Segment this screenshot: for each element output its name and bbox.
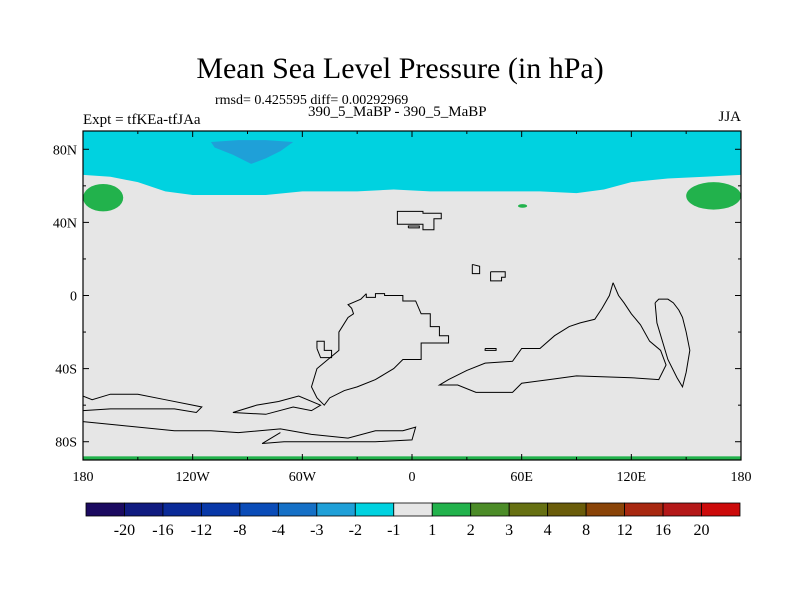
colorbar-swatch [701,502,741,517]
coastline-3 [490,271,506,282]
stats-label: rmsd= 0.425595 diff= 0.00292969 [215,93,409,108]
colorbar-label: -12 [191,522,212,539]
north-polar-deep [210,140,294,164]
colorbar-label: 2 [467,522,475,539]
y-tick-label: 40S [55,363,77,378]
colorbar-swatch [277,502,318,517]
colorbar-swatch [508,502,549,517]
coastline-1 [407,225,420,229]
colorbar-label: 16 [655,522,671,539]
comparison-label: 390_5_MaBP - 390_5_MaBP [308,104,487,120]
colorbar-swatch [316,502,356,517]
colorbar-swatch [662,502,702,517]
colorbar-label: -2 [349,522,362,539]
colorbar-label: -16 [152,522,173,539]
northwest-positive [83,184,124,212]
colorbar-label: 4 [544,522,552,539]
colorbar-swatch [431,502,472,517]
colorbar-swatch [354,502,395,517]
small-positive [518,204,528,208]
season-label: JJA [718,109,741,125]
coastline-10 [83,421,417,445]
y-tick-label: 0 [70,290,77,305]
coastline-11 [232,395,322,415]
x-tick-label: 120E [617,470,647,485]
chart-title: Mean Sea Level Pressure (in hPa) [196,52,604,85]
x-tick-label: 180 [73,470,94,485]
coastline-2 [471,263,481,275]
colorbar-label: 12 [617,522,633,539]
x-tick-label: 0 [409,470,416,485]
y-tick-label: 80S [55,436,77,451]
colorbar-label: 8 [582,522,590,539]
x-tick-label: 180 [731,470,752,485]
colorbar-label: -8 [233,522,246,539]
colorbar-swatch [201,502,241,517]
x-tick-label: 60W [289,470,317,485]
colorbar-swatch [162,502,202,517]
coastline-4 [310,293,450,406]
y-tick-label: 40N [53,216,77,231]
colorbar-label: 3 [505,522,513,539]
colorbar-swatch [585,502,625,517]
x-tick-label: 120W [176,470,211,485]
x-tick-label: 60E [510,470,533,485]
colorbar-label: -4 [272,522,285,539]
coastline-7 [437,282,667,393]
colorbar-swatch [85,502,125,517]
colorbar-label: -1 [387,522,400,539]
colorbar-swatch [624,502,664,517]
colorbar-label: 20 [694,522,710,539]
colorbar-swatch [393,502,433,517]
y-tick-label: 80N [53,143,77,158]
colorbar-swatch [239,502,279,517]
coastline-6 [484,348,497,351]
coastline-9 [83,393,203,414]
colorbar-swatch [547,502,587,517]
coastline-8 [654,298,691,389]
coastline-5 [316,340,333,359]
northeast-positive [686,182,741,210]
colorbar-label: -3 [310,522,323,539]
colorbar-swatch [124,502,164,517]
colorbar-swatch [470,502,510,517]
coastline-0 [396,210,442,231]
experiment-label: Expt = tfKEa-tfJAa [83,112,201,128]
colorbar-label: 1 [428,522,436,539]
colorbar-label: -20 [114,522,135,539]
